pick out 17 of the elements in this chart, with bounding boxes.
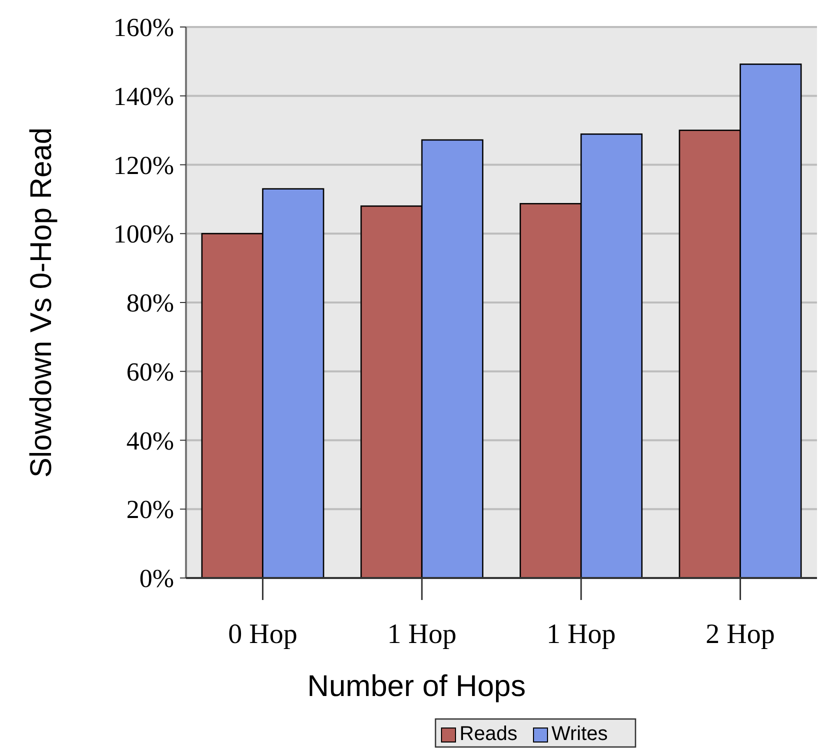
y-tick-label: 100% [113, 220, 174, 249]
y-tick-label: 20% [126, 495, 174, 524]
x-tick-label: 2 Hop [706, 619, 775, 650]
x-tick-label: 0 Hop [228, 619, 298, 650]
x-axis-title: Number of Hops [307, 670, 526, 703]
y-tick-label: 120% [113, 150, 174, 180]
y-axis-title: Slowdown Vs 0-Hop Read [25, 127, 58, 478]
y-tick-label: 140% [113, 82, 174, 111]
x-tick-label: 1 Hop [387, 619, 457, 650]
x-tick-label: 1 Hop [546, 619, 616, 650]
y-tick-label: 160% [113, 13, 174, 42]
y-tick-label: 0% [139, 564, 174, 594]
legend-label: Writes [552, 723, 608, 745]
y-tick-label: 80% [126, 288, 174, 318]
y-tick-label: 40% [126, 426, 174, 456]
legend-label: Reads [460, 723, 518, 745]
y-tick-label: 60% [126, 357, 174, 386]
